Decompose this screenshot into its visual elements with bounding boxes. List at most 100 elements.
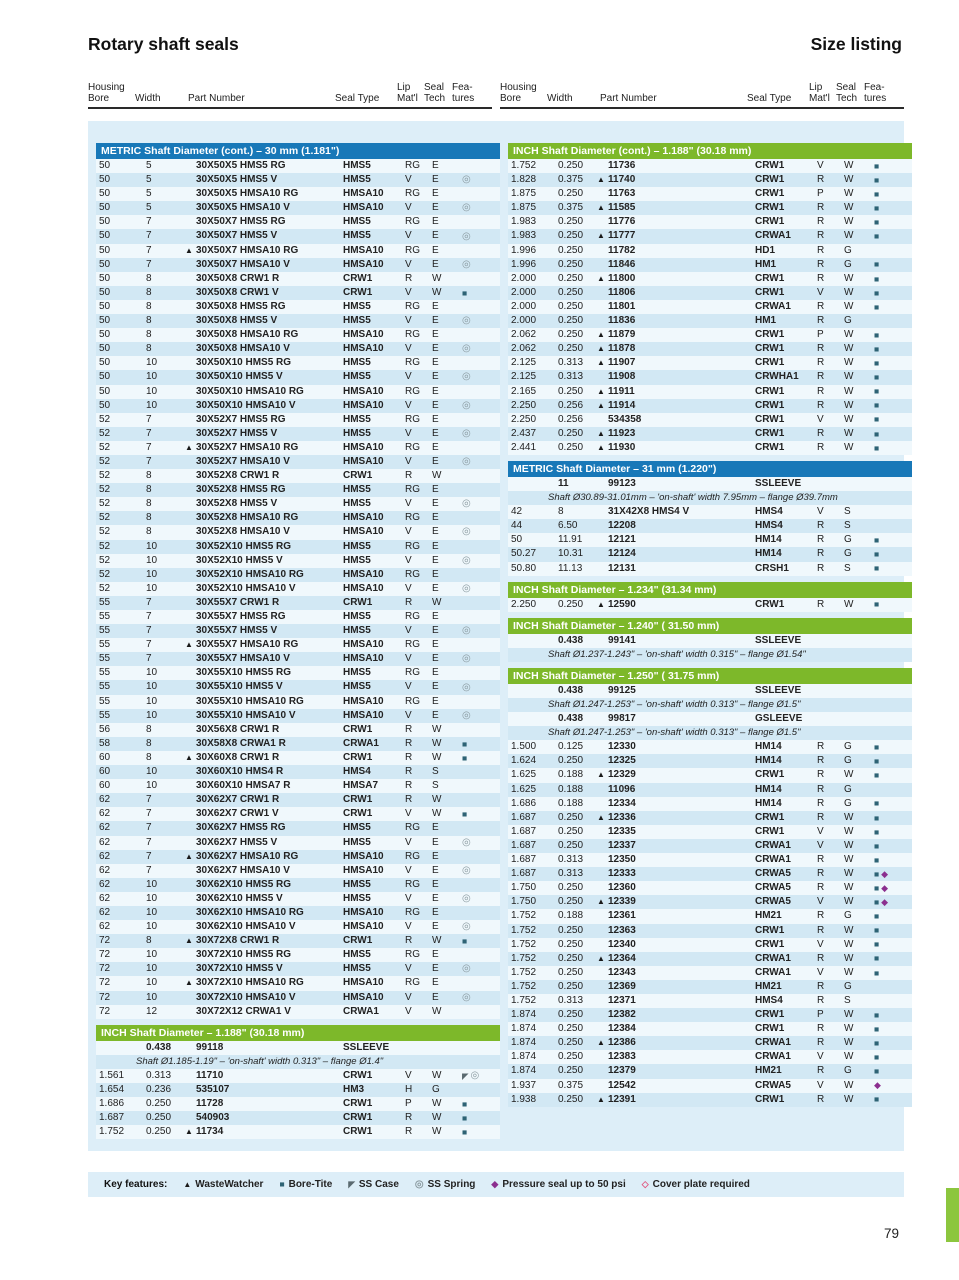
features-cell: ◎ [460,370,500,384]
bore-tite-icon: ■ [874,798,880,809]
part-number-cell: 30X50X8 HMSA10 RG [185,328,343,342]
lip-material-cell: P [817,1009,824,1021]
part-number-cell: ▲ 11734 [185,1125,343,1139]
page-number: 79 [883,1226,899,1241]
part-number-cell: 30X55X10 HMS5 V [185,680,343,694]
part-number-cell: 99123 [597,477,755,491]
seal-type-cell: CRW1 [343,1069,373,1081]
features-cell: ■ [872,754,912,768]
ss-spring-icon: ◎ [414,1178,424,1190]
seal-type-cell: CRW1 [755,343,785,355]
features-cell [872,634,912,648]
features-cell [460,413,500,427]
width-cell: 0.250 [146,1098,172,1110]
part-number-cell: 30X52X8 CRW1 R [185,469,343,483]
part-number-text: 11585 [608,202,636,214]
housing-bore-cell: 2.000 [511,300,537,312]
width-cell: 0.313 [558,854,584,866]
lip-material-cell: R [817,385,825,397]
seal-type-cell: HMS5 [343,484,371,496]
part-number-text: 12340 [608,938,636,950]
bore-tite-icon: ■ [874,400,880,411]
seal-tech-cell: W [844,300,854,312]
seal-tech-cell [844,712,872,726]
table-row: 1.752 0.250 12363 CRW1 R W ■ [508,923,912,938]
housing-bore-cell: 1.752 [99,1126,125,1138]
column-header-line1: Lip [397,82,411,93]
housing-bore-cell: 50 [99,385,111,397]
width-cell: 0.250 [558,286,584,298]
table-row: 50 7 ▲ 30X50X7 HMSA10 RG HMSA10 RG E [96,243,500,258]
seal-type-cell: CRW1 [343,1126,373,1138]
table-row: 1.874 0.250 12384 CRW1 R W ■ [508,1022,912,1037]
seal-tech-cell: W [844,1037,854,1049]
part-number-cell: 30X72X10 HMS5 RG [185,948,343,962]
features-cell [460,441,500,455]
part-number-text: 12360 [608,882,636,894]
features-cell: ■ ◆ [872,881,912,895]
lip-material-cell: R [405,751,413,763]
features-cell [460,948,500,962]
part-number-text: 30X52X10 HMS5 RG [196,540,292,552]
table-row: 2.437 0.250 ▲ 11923 CRW1 R W ■ [508,426,912,441]
legend-item-label: Cover plate required [652,1179,750,1190]
part-number-cell: 12330 [597,740,755,754]
part-number-text: 30X62X7 HMSA10 V [196,864,290,876]
table-row: 62 7 30X62X7 CRW1 V CRW1 V W ■ [96,807,500,822]
part-number-text: 12386 [608,1037,636,1049]
bore-tite-icon: ■ [874,535,880,546]
part-number-text: 30X50X7 HMS5 RG [196,216,286,228]
seal-tech-cell: E [432,906,439,918]
part-number-cell: 12325 [597,754,755,768]
shaft-note-row: Shaft Ø1.237-1.243" – 'on-shaft' width 0… [508,647,912,662]
column-header-cell: Housing Bore [88,82,135,104]
sleeve-row: 0.438 99141 SSLEEVE [508,633,912,648]
table-row: 42 8 31X42X8 HMS4 V HMS4 V S [508,505,912,520]
part-number-text: 11836 [608,315,636,327]
features-cell [872,783,912,797]
part-number-cell: 12379 [597,1064,755,1078]
housing-bore-cell: 55 [99,596,111,608]
seal-type-cell: HMSA10 [343,202,384,214]
table-row: 1.752 0.250 12340 CRW1 V W ■ [508,937,912,952]
lip-material-cell: RG [405,484,420,496]
table-row: 1.752 0.250 ▲ 11734 CRW1 R W ■ [96,1125,500,1140]
seal-type-cell: HM14 [755,534,782,546]
part-number-cell: 30X50X5 HMS5 RG [185,159,343,173]
table-row: 1.996 0.250 11782 HD1 R G [508,243,912,258]
table-row: 50 7 30X50X7 HMS5 V HMS5 V E ◎ [96,229,500,244]
part-number-cell: 30X52X10 HMS5 V [185,554,343,568]
legend-item-label: SS Spring [427,1179,476,1190]
seal-tech-cell: W [844,286,854,298]
seal-tech-cell: W [432,1126,442,1138]
features-cell: ■ [872,533,912,547]
part-number-cell: 11776 [597,215,755,229]
seal-tech-cell: W [432,808,442,820]
part-number-cell: 99118 [185,1041,343,1055]
width-cell: 10 [146,568,158,580]
seal-tech-cell: G [844,755,852,767]
bore-tite-icon: ■ [874,203,880,214]
bore-tite-icon: ■ [462,1112,468,1123]
housing-bore-cell: 1.996 [511,258,537,270]
lip-material-cell: RG [405,667,420,679]
seal-tech-cell: E [432,681,439,693]
width-cell: 7 [146,794,152,806]
features-cell: ■ [872,966,912,980]
ss-spring-icon: ◎ [462,343,471,355]
lip-material-cell: RG [405,216,420,228]
table-row: 52 10 30X52X10 HMSA10 RG HMSA10 RG E [96,567,500,582]
seal-tech-cell: E [432,836,439,848]
housing-bore-cell: 55 [99,611,111,622]
table-row: 62 10 30X62X10 HMS5 V HMS5 V E ◎ [96,891,500,906]
lip-material-cell: V [405,371,412,383]
part-number-cell: ▲ 11740 [597,173,755,187]
part-number-text: 12364 [608,952,636,964]
housing-bore-cell: 55 [99,667,111,679]
housing-bore-cell: 1.752 [511,952,537,964]
seal-tech-cell: S [432,780,439,792]
part-number-text: 30X52X8 HMSA10 V [196,526,290,538]
page-title: Rotary shaft seals [88,34,239,54]
features-cell [460,356,500,370]
part-number-cell: 30X52X10 HMSA10 V [185,582,343,596]
